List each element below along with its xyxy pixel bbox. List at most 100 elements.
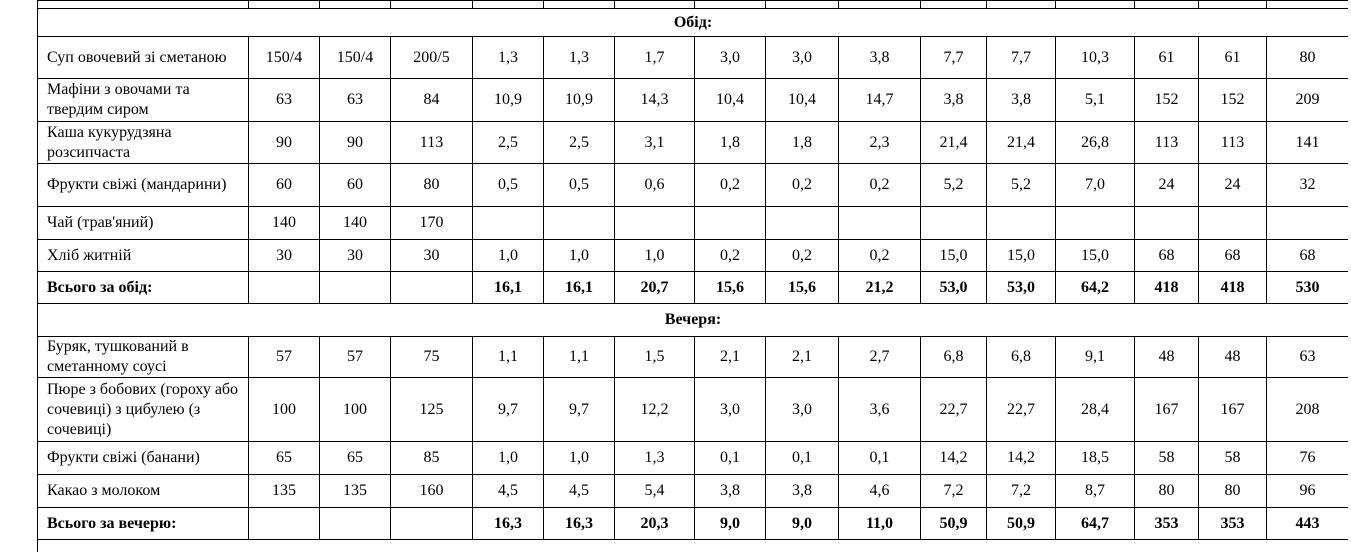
row-name: Каша кукурудзяна розсипчаста [37, 121, 249, 164]
table-row: Пюре з бобових (гороху або сочевиці) з ц… [37, 377, 1348, 442]
cell: 64,2 [1055, 271, 1135, 304]
cell: 21,4 [920, 121, 987, 164]
table-row: Фрукти свіжі (банани) 65 65 85 1,0 1,0 1,3 0,1 0… [37, 441, 1348, 475]
cell: 63 [319, 78, 391, 122]
cell: 1,8 [765, 121, 839, 164]
cell: 5,2 [920, 163, 987, 207]
cell: 4,5 [472, 474, 544, 508]
cell: 5,2 [986, 163, 1056, 207]
cell: 141 [1266, 121, 1348, 164]
cell [319, 0, 391, 9]
cell: 418 [1198, 271, 1267, 304]
cell: 2,7 [838, 336, 921, 378]
cell [319, 507, 391, 540]
cell [390, 271, 473, 304]
cell: 1,5 [614, 336, 695, 378]
cell: 1,0 [472, 441, 544, 475]
cell: 0,2 [765, 239, 839, 272]
cell: 10,9 [543, 78, 615, 122]
cell: 15,6 [694, 271, 766, 304]
cell: 68 [1134, 239, 1199, 272]
cell: 50,9 [986, 507, 1056, 540]
cell: 0,2 [838, 239, 921, 272]
table-row: Фрукти свіжі (мандарини) 60 60 80 0,5 0,5 0,6 0… [37, 163, 1348, 207]
cell: 150/4 [248, 36, 320, 79]
cell: 84 [390, 78, 473, 122]
row-name: Всього за обід: [37, 271, 249, 304]
cell: 3,8 [986, 78, 1056, 122]
cell: 14,2 [986, 441, 1056, 475]
cell: 113 [1198, 121, 1267, 164]
cell: 0,5 [472, 163, 544, 207]
cell: 3,8 [694, 474, 766, 508]
cell: 208 [1266, 377, 1348, 442]
cell: 80 [1198, 474, 1267, 508]
cell: 14,7 [838, 78, 921, 122]
cell: 0,1 [765, 441, 839, 475]
cell [472, 0, 544, 9]
cell [1266, 206, 1348, 240]
cell [1055, 206, 1135, 240]
cell: 3,8 [920, 78, 987, 122]
cell: 50,9 [920, 507, 987, 540]
cell: 12,2 [614, 377, 695, 442]
cell: 7,7 [986, 36, 1056, 79]
cell: 9,1 [1055, 336, 1135, 378]
cell: 65 [248, 441, 320, 475]
row-name: Всього за вечерю: [37, 507, 249, 540]
cell: 140 [248, 206, 320, 240]
cell: 1,8 [694, 121, 766, 164]
cell: 200/5 [390, 36, 473, 79]
cell: 28,4 [1055, 377, 1135, 442]
cell: 1,0 [543, 441, 615, 475]
section-title: Вечеря: [37, 303, 1348, 337]
cell: 140 [319, 206, 391, 240]
cell: 7,0 [1055, 163, 1135, 207]
cell: 1,3 [614, 441, 695, 475]
cell: 6,8 [986, 336, 1056, 378]
table-row: Хліб житній 30 30 30 1,0 1,0 1,0 0,2 0,2 0,2 15,0 1… [37, 239, 1348, 272]
cell: 2,3 [838, 121, 921, 164]
cell: 90 [319, 121, 391, 164]
row-name: Пюре з бобових (гороху або сочевиці) з ц… [37, 377, 249, 442]
cell [390, 507, 473, 540]
table-row: Каша кукурудзяна розсипчаста 90 90 113 2,5 2,… [37, 121, 1348, 164]
table-row: Всього за обід: 16,1 16,1 20,7 15,6 15,6 21,2 5… [37, 271, 1348, 304]
section-title: Обід: [37, 8, 1348, 37]
cell: 80 [390, 163, 473, 207]
cell: 1,1 [543, 336, 615, 378]
cell: 76 [1266, 441, 1348, 475]
cell: 58 [1134, 441, 1199, 475]
cell: 26,8 [1055, 121, 1135, 164]
cell [986, 0, 1056, 9]
cell: 53,0 [986, 271, 1056, 304]
cell: 3,8 [838, 36, 921, 79]
cell: 3,0 [694, 36, 766, 79]
cell: 7,2 [986, 474, 1056, 508]
cell: 443 [1266, 507, 1348, 540]
cell: 30 [319, 239, 391, 272]
cell: 80 [1266, 36, 1348, 79]
cell: 0,6 [614, 163, 695, 207]
cell: 60 [248, 163, 320, 207]
cell: 61 [1134, 36, 1199, 79]
cell: 3,6 [838, 377, 921, 442]
row-name: Какао з молоком [37, 474, 249, 508]
cell: 96 [1266, 474, 1348, 508]
table-row: Обід: [37, 8, 1348, 37]
cell: 9,0 [765, 507, 839, 540]
cell: 150/4 [319, 36, 391, 79]
cell [472, 206, 544, 240]
cell: 209 [1266, 78, 1348, 122]
nutrition-table: Обід: Суп овочевий зі сметаною 150/4 150/4 2… [37, 0, 1348, 552]
cell: 10,9 [472, 78, 544, 122]
table-row: Чай (трав'яний) 140 140 170 [37, 206, 1348, 240]
cell: 5,4 [614, 474, 695, 508]
cell: 1,3 [543, 36, 615, 79]
cell: 61 [1198, 36, 1267, 79]
row-name: Хліб житній [37, 239, 249, 272]
cell: 14,3 [614, 78, 695, 122]
table-row: Какао з молоком 135 135 160 4,5 4,5 5,4 3,8 3,8 4… [37, 474, 1348, 508]
cell: 1,0 [614, 239, 695, 272]
cell: 53,0 [920, 271, 987, 304]
